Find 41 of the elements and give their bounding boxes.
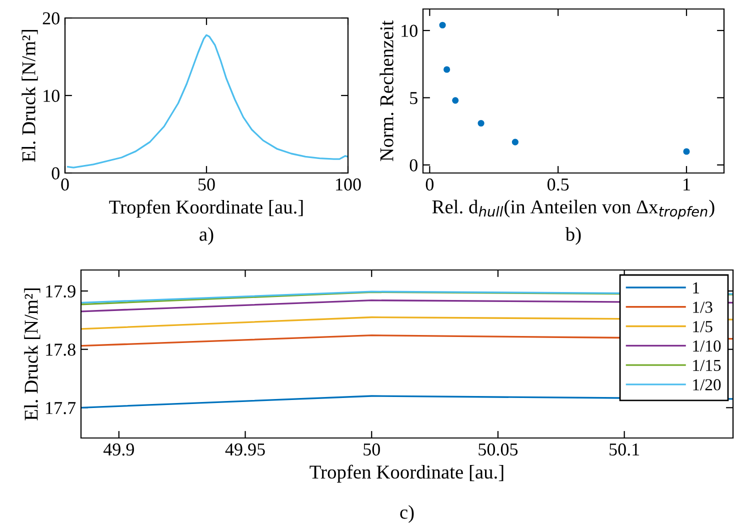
y-tick-label: 0: [410, 159, 418, 172]
x-tick-label: 50: [198, 178, 215, 191]
x-tick-label: 0.5: [547, 178, 569, 191]
y-tick-label: 20: [42, 12, 60, 24]
y-tick-label: 5: [410, 92, 418, 104]
x-tick-label: 50: [364, 443, 380, 456]
text: b): [565, 227, 581, 245]
text: a): [200, 227, 214, 245]
y-tick-label: 10: [44, 90, 60, 102]
line-series: [66, 34, 348, 168]
y-axis-title: Norm. Rechenzeit: [380, 20, 394, 162]
x-axis-title: Tropfen Koordinate [au.]: [310, 464, 504, 483]
x-tick-label: 49.9: [103, 443, 134, 456]
legend-label: 1/5: [693, 321, 712, 332]
y-tick-label: 17.9: [46, 285, 76, 298]
point: [452, 97, 459, 104]
legend-label: 1: [693, 282, 700, 294]
x-tick-label: 100: [336, 178, 361, 191]
x-tick-label: 1: [684, 178, 690, 190]
legend-label: 1/20: [693, 379, 721, 390]
y-tick-label: 10: [402, 24, 418, 37]
point: [512, 138, 518, 146]
y-tick-label: 17.7: [46, 402, 76, 414]
legend-label: 1/3: [693, 302, 712, 313]
x-tick-label: 0: [426, 178, 434, 191]
point: [478, 120, 484, 127]
point: [439, 22, 446, 28]
x-tick-label: 50.1: [610, 443, 640, 456]
x-tick-label: 49.95: [225, 443, 265, 456]
legend-label: 1/10: [693, 340, 721, 352]
x-axis-title: Tropfen Koordinate [au.]: [109, 200, 303, 218]
y-tick-label: 0: [52, 167, 60, 180]
y-axis-title: El. Druck [N/m²]: [22, 30, 38, 162]
x-tick-label: 50.05: [478, 443, 518, 456]
x-axis-title: Rel. d$_{hull}$(in Anteilen von Δx$_{tropfen}$): [432, 200, 714, 220]
legend-label: 1/15: [693, 360, 721, 372]
point: [683, 148, 690, 155]
y-axis-title: El. Druck [N/m²]: [24, 288, 40, 420]
y-tick-label: 17.8: [46, 344, 76, 356]
point: [444, 66, 450, 73]
text: c): [400, 505, 414, 523]
